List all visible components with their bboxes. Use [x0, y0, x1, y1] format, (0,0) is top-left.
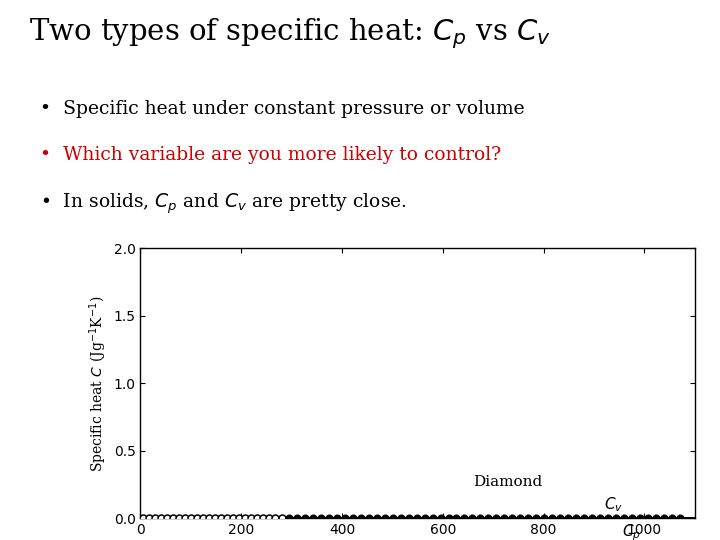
Text: •  In solids, $C_p$ and $C_v$ are pretty close.: • In solids, $C_p$ and $C_v$ are pretty … — [40, 192, 407, 216]
Text: •  Specific heat under constant pressure or volume: • Specific heat under constant pressure … — [40, 100, 524, 118]
Text: $C_v$: $C_v$ — [604, 496, 623, 514]
Y-axis label: Specific heat $C$ (Jg$^{-1}$K$^{-1}$): Specific heat $C$ (Jg$^{-1}$K$^{-1}$) — [88, 295, 109, 471]
Text: •  Which variable are you more likely to control?: • Which variable are you more likely to … — [40, 146, 500, 164]
Text: $C_p$: $C_p$ — [622, 523, 641, 540]
Text: Two types of specific heat: $C_p$ vs $C_v$: Two types of specific heat: $C_p$ vs $C_… — [29, 16, 551, 51]
Text: Diamond: Diamond — [473, 475, 542, 489]
